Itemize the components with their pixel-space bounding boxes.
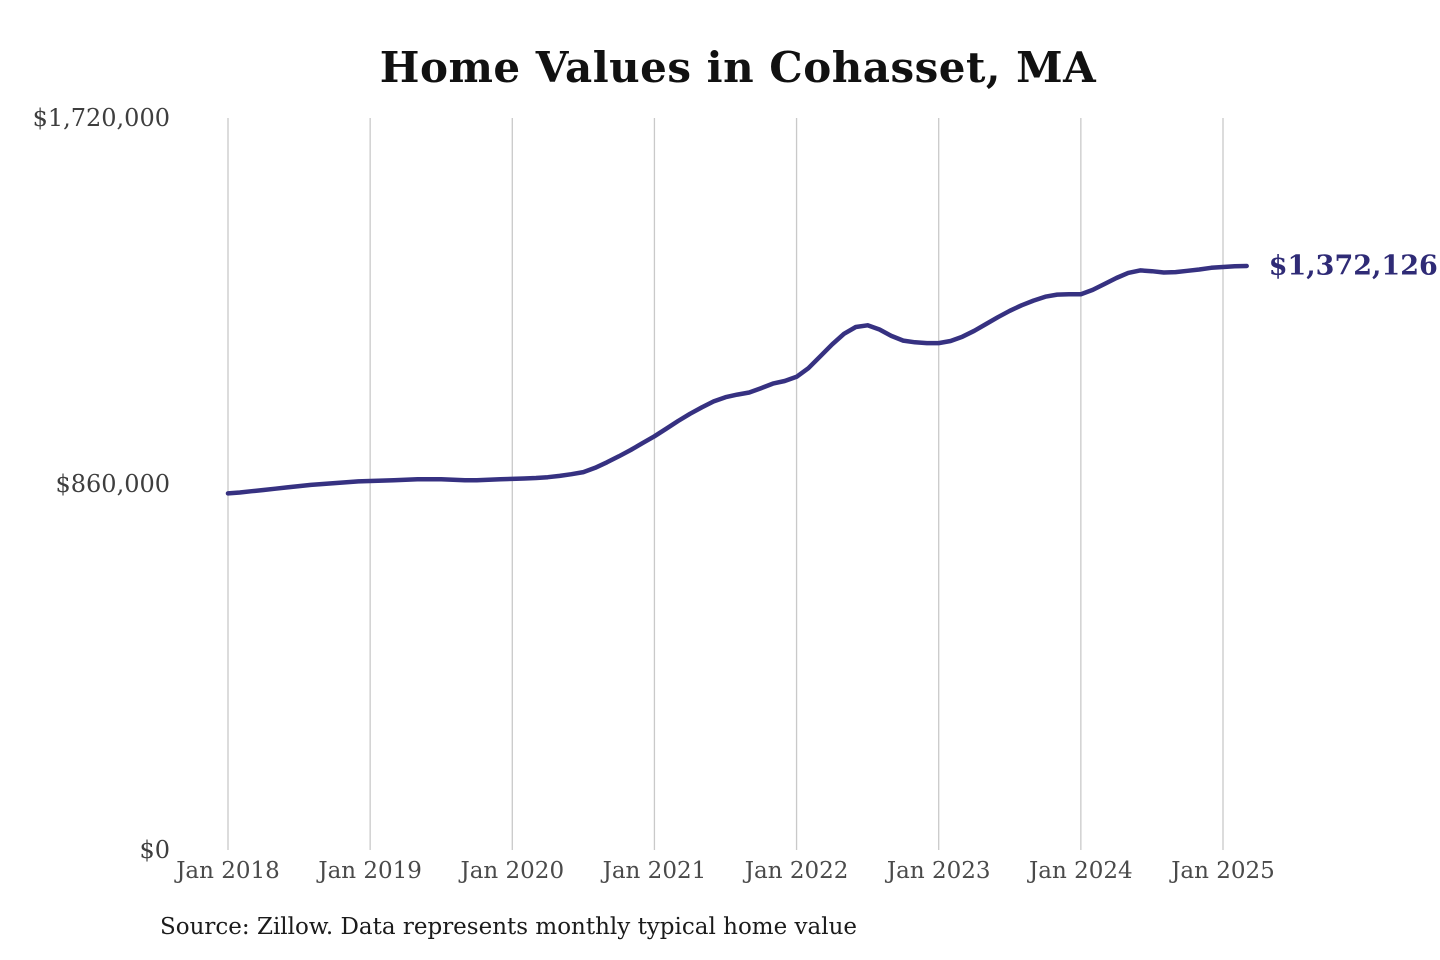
x-tick-label: Jan 2020 xyxy=(460,858,565,884)
x-tick-label: Jan 2018 xyxy=(176,858,280,884)
latest-value-label: $1,372,126 xyxy=(1268,250,1438,282)
x-tick-label: Jan 2023 xyxy=(886,858,991,884)
x-tick-label: Jan 2022 xyxy=(744,858,849,884)
x-tick-label: Jan 2024 xyxy=(1029,858,1133,884)
x-tick-label: Jan 2021 xyxy=(602,858,707,884)
y-tick-label: $0 xyxy=(139,836,170,864)
home-value-line xyxy=(225,263,1249,496)
chart-title: Home Values in Cohasset, MA xyxy=(379,43,1097,92)
x-tick-label: Jan 2019 xyxy=(318,858,422,884)
x-tick-label: Jan 2025 xyxy=(1171,858,1275,884)
y-tick-label: $1,720,000 xyxy=(32,104,170,132)
y-tick-label: $860,000 xyxy=(55,470,170,498)
source-note: Source: Zillow. Data represents monthly … xyxy=(160,914,858,940)
